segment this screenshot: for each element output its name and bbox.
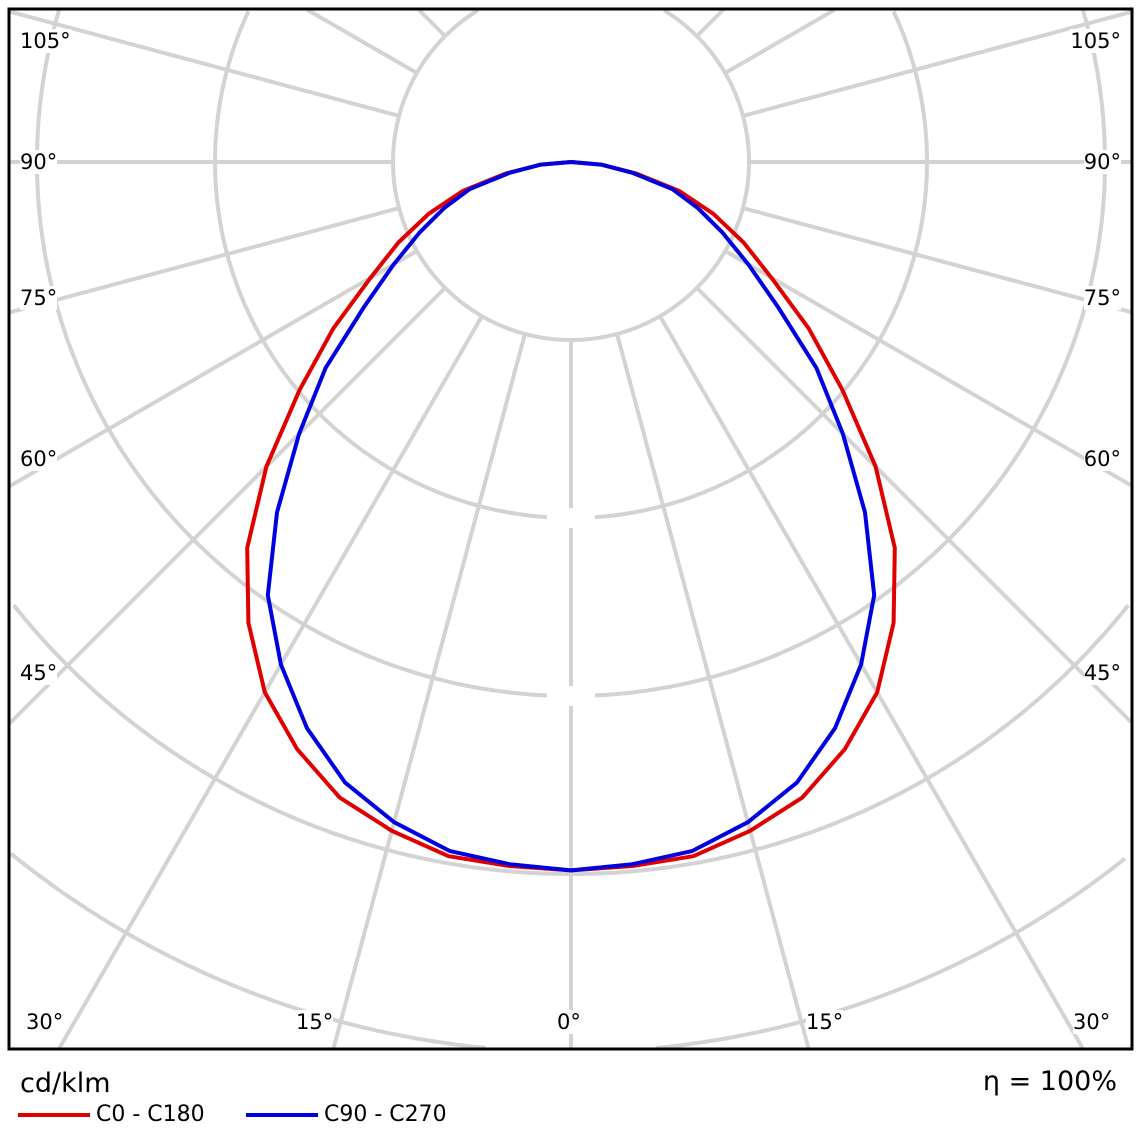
- grid-spoke-330: [57, 315, 484, 1050]
- grid-ring-1: [571, 8, 751, 342]
- grid-ring-4: [571, 603, 1130, 876]
- angle-label-right-90: 90°: [1083, 150, 1121, 174]
- grid-spoke-315: [8, 286, 447, 725]
- grid-spoke-75: [742, 206, 1132, 314]
- angle-label-left-60: 60°: [20, 447, 58, 471]
- grid-spoke-60: [724, 249, 1133, 488]
- grid-spoke-345: [331, 333, 527, 1049]
- ring-label-box: [547, 508, 595, 528]
- grid-spoke-45: [695, 286, 1133, 724]
- legend-label: C0 - C180: [96, 1102, 205, 1127]
- efficiency-label: η = 100%: [982, 1066, 1117, 1097]
- angle-label-bottom-left-15: 15°: [296, 1010, 334, 1034]
- legend-swatch-blue: [246, 1112, 318, 1117]
- ring-label-box: [547, 686, 595, 706]
- grid-spoke-30: [658, 315, 1085, 1050]
- angle-label-right-60: 60°: [1083, 447, 1121, 471]
- grid-ring-3: [35, 9, 571, 698]
- grid-spoke-285: [9, 206, 400, 315]
- grid-ring-1: [391, 8, 571, 342]
- grid-ring-5: [656, 856, 1127, 1050]
- grid-spoke-300: [9, 249, 418, 488]
- angle-label-bottom-right-15: 15°: [806, 1010, 844, 1034]
- grid-ring-5: [9, 852, 486, 1050]
- angle-label-bottom-left-30: 30°: [26, 1010, 64, 1034]
- angle-label-right-105: 105°: [1070, 29, 1121, 53]
- polar-grid: [8, 8, 1133, 1050]
- series-line-1: [265, 160, 877, 873]
- grid-spoke-240: [306, 8, 418, 75]
- legend-item-c90-c270: C90 - C270: [246, 1102, 447, 1127]
- angle-label-left-105: 105°: [20, 29, 71, 53]
- grid-spoke-135: [695, 8, 725, 38]
- grid-ring-2: [571, 10, 929, 520]
- grid-ring-3: [571, 9, 1107, 698]
- angle-label-left-75: 75°: [20, 286, 58, 310]
- grid-ring-4: [12, 603, 571, 876]
- grid-spoke-120: [724, 8, 836, 75]
- grid-ring-2: [213, 10, 571, 520]
- angle-label-right-45: 45°: [1083, 661, 1121, 685]
- grid-spoke-255: [9, 9, 400, 118]
- legend-item-c0-c180: C0 - C180: [18, 1102, 205, 1127]
- legend-label: C90 - C270: [324, 1102, 447, 1127]
- angle-label-bottom-0: 0°: [557, 1010, 581, 1034]
- grid-spoke-105: [742, 10, 1132, 118]
- angle-label-bottom-right-30: 30°: [1073, 1010, 1111, 1034]
- angle-label-right-75: 75°: [1083, 286, 1121, 310]
- angle-label-left-90: 90°: [20, 150, 58, 174]
- unit-label: cd/klm: [20, 1068, 111, 1099]
- grid-spoke-15: [615, 333, 811, 1049]
- curves: [245, 160, 897, 873]
- angle-label-left-45: 45°: [20, 661, 58, 685]
- plot-frame: [7, 7, 1134, 1051]
- grid-spoke-225: [417, 8, 447, 38]
- legend-swatch-red: [18, 1112, 90, 1117]
